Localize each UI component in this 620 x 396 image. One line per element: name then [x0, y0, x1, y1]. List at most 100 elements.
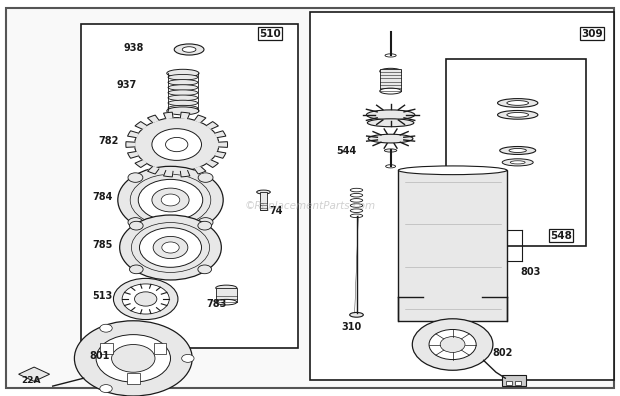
- Text: 785: 785: [92, 240, 112, 250]
- Bar: [515, 381, 521, 385]
- Circle shape: [122, 284, 169, 314]
- Text: 510: 510: [259, 29, 281, 39]
- Text: 544: 544: [336, 146, 356, 156]
- Text: 938: 938: [123, 43, 143, 53]
- Ellipse shape: [182, 47, 196, 52]
- Polygon shape: [215, 131, 226, 137]
- Polygon shape: [135, 122, 147, 129]
- Bar: [446, 59, 586, 246]
- Ellipse shape: [168, 100, 198, 106]
- Polygon shape: [215, 152, 226, 158]
- Ellipse shape: [366, 110, 415, 120]
- Circle shape: [118, 166, 223, 234]
- Ellipse shape: [368, 134, 413, 143]
- Ellipse shape: [168, 80, 198, 85]
- Ellipse shape: [216, 285, 237, 291]
- Circle shape: [412, 319, 493, 370]
- Ellipse shape: [384, 149, 397, 152]
- Circle shape: [152, 129, 202, 160]
- Circle shape: [100, 324, 112, 332]
- Polygon shape: [126, 142, 135, 147]
- Circle shape: [161, 194, 180, 206]
- Ellipse shape: [500, 147, 536, 154]
- Polygon shape: [128, 131, 138, 137]
- Circle shape: [153, 236, 188, 259]
- Ellipse shape: [216, 299, 237, 305]
- Ellipse shape: [167, 107, 199, 115]
- Circle shape: [74, 321, 192, 396]
- Text: 548: 548: [550, 230, 572, 241]
- Circle shape: [120, 215, 221, 280]
- Bar: [310, 12, 614, 380]
- Polygon shape: [180, 171, 190, 177]
- Circle shape: [429, 329, 476, 360]
- Text: 309: 309: [582, 29, 603, 39]
- Circle shape: [130, 221, 143, 230]
- Ellipse shape: [167, 69, 199, 77]
- Polygon shape: [206, 122, 218, 129]
- Ellipse shape: [257, 190, 270, 194]
- Bar: [127, 373, 140, 384]
- Polygon shape: [148, 115, 159, 122]
- Text: 784: 784: [92, 192, 112, 202]
- Ellipse shape: [385, 54, 396, 57]
- Text: 803: 803: [520, 267, 540, 278]
- Polygon shape: [148, 167, 159, 174]
- Text: 782: 782: [99, 135, 118, 146]
- Circle shape: [440, 337, 465, 352]
- Circle shape: [113, 278, 178, 320]
- Circle shape: [128, 218, 143, 227]
- Circle shape: [198, 221, 211, 230]
- Circle shape: [162, 242, 179, 253]
- Ellipse shape: [168, 85, 198, 90]
- Polygon shape: [164, 171, 173, 177]
- Circle shape: [130, 265, 143, 274]
- Text: 801: 801: [89, 351, 109, 362]
- Polygon shape: [206, 160, 218, 168]
- Ellipse shape: [398, 166, 507, 175]
- Bar: [81, 24, 298, 348]
- Circle shape: [198, 173, 213, 182]
- Text: 513: 513: [92, 291, 112, 301]
- Bar: [260, 192, 267, 210]
- Ellipse shape: [168, 95, 198, 101]
- Ellipse shape: [510, 161, 525, 164]
- Polygon shape: [135, 160, 147, 168]
- Ellipse shape: [507, 112, 528, 117]
- Ellipse shape: [168, 90, 198, 95]
- Text: ©ReplacementParts.com: ©ReplacementParts.com: [244, 201, 376, 211]
- Bar: [154, 343, 166, 354]
- Circle shape: [128, 173, 143, 182]
- Ellipse shape: [350, 312, 363, 317]
- Circle shape: [96, 335, 170, 382]
- Bar: [100, 343, 113, 354]
- Circle shape: [135, 118, 219, 171]
- Ellipse shape: [168, 105, 198, 111]
- Bar: [379, 69, 402, 91]
- Circle shape: [112, 345, 155, 372]
- Circle shape: [138, 179, 203, 221]
- Ellipse shape: [386, 165, 396, 168]
- Polygon shape: [195, 115, 206, 122]
- Polygon shape: [128, 152, 138, 158]
- Text: 310: 310: [342, 322, 361, 332]
- Bar: [398, 170, 507, 321]
- Bar: [506, 381, 512, 385]
- Ellipse shape: [507, 101, 528, 105]
- Text: 937: 937: [117, 80, 137, 90]
- Text: 802: 802: [492, 348, 512, 358]
- Polygon shape: [164, 112, 173, 118]
- Circle shape: [140, 228, 202, 267]
- Text: 74: 74: [269, 206, 283, 216]
- Circle shape: [166, 137, 188, 152]
- Circle shape: [100, 385, 112, 392]
- Circle shape: [198, 218, 213, 227]
- Polygon shape: [180, 112, 190, 118]
- Bar: [502, 375, 526, 386]
- Ellipse shape: [367, 119, 414, 127]
- Polygon shape: [19, 367, 50, 381]
- Polygon shape: [219, 142, 228, 147]
- Circle shape: [182, 354, 194, 362]
- Ellipse shape: [379, 68, 402, 74]
- Circle shape: [135, 292, 157, 306]
